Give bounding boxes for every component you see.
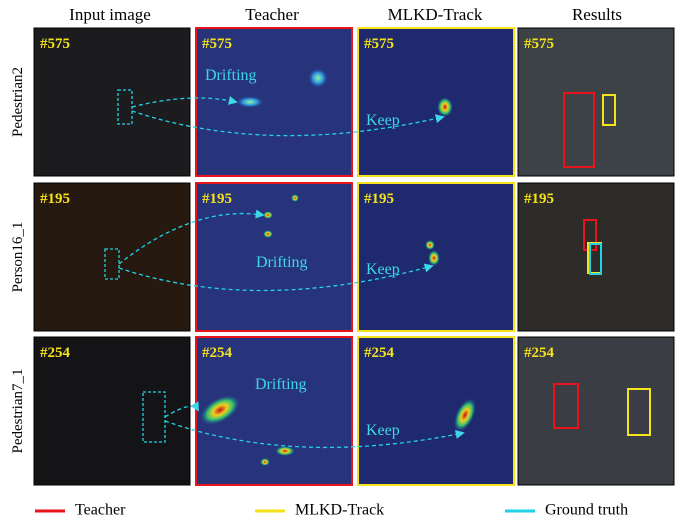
teacher-note: Drifting [255,376,307,393]
arrow [131,110,445,137]
column-header: Teacher [245,5,299,24]
result-box [602,94,616,126]
heat-blob [200,394,240,426]
heat-blob [453,398,477,432]
frame-number: #254 [202,345,233,361]
arrow [131,95,238,108]
arrow [118,209,265,265]
legend-label: MLKD-Track [295,502,384,519]
result-box [589,243,602,275]
image-panel [357,27,515,177]
row-label: Person16_1 [10,222,26,293]
heat-blob [263,211,273,219]
heat-blob [236,96,264,108]
row-label: Pedestrian7_1 [10,369,26,454]
frame-number: #575 [364,36,394,52]
image-panel [357,336,515,486]
teacher-note: Drifting [205,67,257,84]
legend-label: Teacher [75,502,126,519]
frame-number: #254 [524,345,555,361]
row-label: Pedestrian2 [10,67,26,137]
heat-blob [275,446,295,456]
result-box [563,92,595,168]
heat-blob [437,97,453,117]
frame-number: #254 [364,345,395,361]
frame-number: #195 [524,191,554,207]
student-note: Keep [366,261,400,278]
arrow [118,263,434,292]
column-header: Input image [69,5,151,24]
teacher-note: Drifting [256,254,308,271]
heat-blob [425,240,435,250]
image-panel [517,336,675,486]
frame-number: #575 [40,36,70,52]
result-box [553,383,579,429]
legend-label: Ground truth [545,502,628,519]
image-panel [195,182,353,332]
heat-blob [260,458,270,466]
heat-blob [263,230,273,238]
student-note: Keep [366,112,400,129]
student-note: Keep [366,422,400,439]
frame-number: #575 [524,36,554,52]
image-panel [517,182,675,332]
image-panel [33,27,191,177]
frame-number: #254 [40,345,71,361]
frame-number: #195 [40,191,70,207]
image-panel [33,336,191,486]
result-box [627,388,651,436]
image-panel [195,27,353,177]
image-panel [517,27,675,177]
heat-blob [428,250,440,266]
heat-blob [291,194,299,202]
frame-number: #195 [202,191,232,207]
column-header: Results [572,5,622,24]
ground-truth-box [104,248,120,280]
heat-blob [308,68,328,88]
frame-number: #195 [364,191,394,207]
arrow [164,420,465,449]
image-panel [33,182,191,332]
arrow [164,401,199,418]
frame-number: #575 [202,36,232,52]
column-header: MLKD-Track [388,5,483,24]
